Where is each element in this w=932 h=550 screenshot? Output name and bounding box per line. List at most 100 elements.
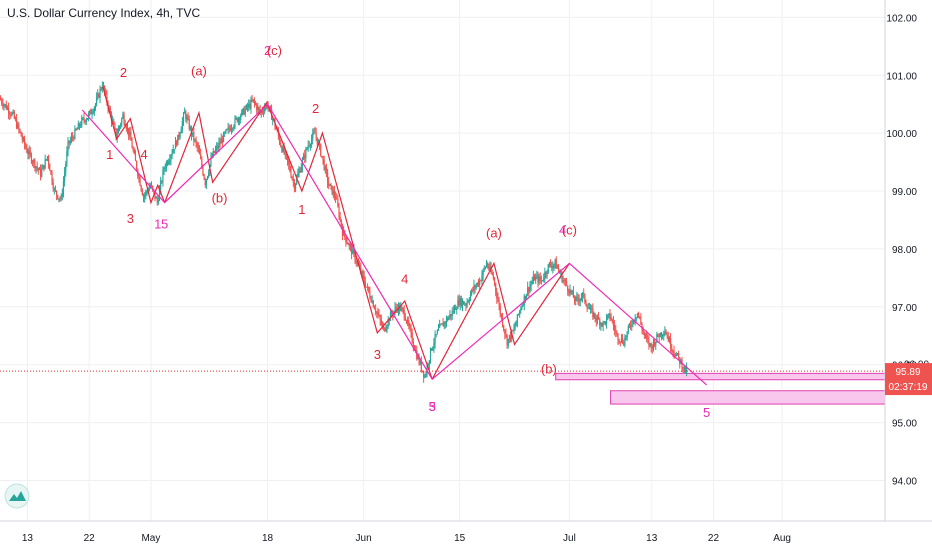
candle-body bbox=[283, 146, 285, 154]
candle-body bbox=[161, 181, 163, 183]
candle-body bbox=[404, 316, 406, 321]
candle-body bbox=[505, 334, 507, 336]
candle-body bbox=[83, 117, 85, 121]
candle-body bbox=[308, 145, 310, 147]
candle-body bbox=[385, 328, 387, 331]
candle-body bbox=[437, 327, 440, 331]
candle-body bbox=[521, 305, 523, 309]
red-wave-line bbox=[431, 261, 570, 380]
tradingview-logo[interactable] bbox=[4, 483, 30, 509]
price-axis[interactable] bbox=[884, 0, 932, 550]
wave-label: (a) bbox=[486, 225, 502, 240]
candle-body bbox=[400, 307, 402, 311]
candle-body bbox=[256, 104, 258, 111]
candle-body bbox=[306, 148, 308, 150]
candle-body bbox=[348, 244, 350, 246]
candle-body bbox=[409, 326, 411, 329]
candle-body bbox=[217, 146, 219, 148]
candle-body bbox=[14, 118, 17, 120]
wave-label: 5 bbox=[703, 405, 710, 420]
candle-body bbox=[278, 136, 281, 144]
candle-body bbox=[496, 291, 498, 299]
candle-body bbox=[88, 113, 90, 119]
candle-body bbox=[334, 196, 337, 199]
candle-body bbox=[465, 304, 467, 306]
wave-label: 3 bbox=[429, 399, 436, 414]
candle-body bbox=[193, 132, 195, 141]
candle-body bbox=[375, 309, 377, 313]
candle-body bbox=[448, 317, 450, 320]
candle-body bbox=[204, 179, 206, 186]
candle-body bbox=[5, 104, 7, 110]
candle-body bbox=[72, 136, 74, 138]
candle-body bbox=[345, 236, 347, 242]
candle-body bbox=[428, 360, 430, 365]
candle-body bbox=[192, 132, 194, 136]
candle-body bbox=[291, 176, 293, 179]
candle-body bbox=[124, 123, 126, 127]
candle-body bbox=[337, 199, 339, 207]
candle-body bbox=[102, 85, 105, 87]
candle-body bbox=[665, 331, 667, 335]
candle-body bbox=[228, 127, 230, 130]
candle-body bbox=[507, 338, 509, 346]
candle-body bbox=[532, 276, 535, 282]
candle-body bbox=[170, 155, 172, 160]
candle-body bbox=[388, 318, 390, 321]
candle-body bbox=[464, 304, 466, 306]
candle-body bbox=[142, 195, 145, 198]
candle-body bbox=[408, 320, 410, 327]
candle-body bbox=[112, 120, 114, 122]
candle-body bbox=[457, 300, 459, 309]
candle-body bbox=[266, 104, 268, 107]
candle-body bbox=[365, 286, 368, 288]
candle-body bbox=[69, 140, 71, 144]
candle-body bbox=[35, 166, 37, 169]
candle-body bbox=[205, 179, 207, 186]
candle-body bbox=[519, 310, 521, 315]
candle-body bbox=[618, 340, 620, 342]
candle-body bbox=[576, 297, 578, 298]
candle-body bbox=[51, 172, 53, 183]
candle-body bbox=[513, 328, 515, 331]
candle-body bbox=[57, 195, 59, 199]
candle-body bbox=[554, 259, 556, 265]
candle-body bbox=[620, 337, 623, 342]
candle-body bbox=[220, 139, 222, 144]
wave-label: (c) bbox=[267, 43, 282, 58]
candle-body bbox=[53, 189, 55, 190]
candle-body bbox=[644, 335, 647, 336]
candle-body bbox=[491, 272, 493, 275]
candle-body bbox=[321, 155, 323, 157]
candle-body bbox=[38, 168, 41, 171]
candle-body bbox=[176, 140, 178, 146]
candle-body bbox=[241, 110, 243, 116]
candle-body bbox=[282, 146, 284, 152]
candle-body bbox=[36, 166, 38, 169]
candle-body bbox=[320, 144, 322, 156]
candle-body bbox=[538, 276, 540, 283]
candle-body bbox=[436, 330, 438, 335]
candle-body bbox=[377, 312, 379, 315]
candle-body bbox=[336, 198, 338, 200]
candle-body bbox=[11, 112, 13, 116]
candle-body bbox=[383, 325, 385, 328]
candle-body bbox=[529, 285, 531, 292]
candle-body bbox=[453, 307, 456, 312]
candle-body bbox=[219, 142, 221, 144]
candle-body bbox=[664, 331, 666, 335]
candle-body bbox=[655, 341, 657, 346]
candle-body bbox=[515, 322, 517, 327]
candle-body bbox=[503, 325, 505, 330]
candle-body bbox=[155, 197, 157, 199]
candle-body bbox=[212, 151, 214, 157]
candle-body bbox=[62, 181, 65, 194]
wave-label: 1 bbox=[106, 147, 113, 162]
candle-body bbox=[493, 278, 496, 284]
candle-body bbox=[314, 132, 316, 134]
candle-body bbox=[118, 126, 121, 129]
candle-body bbox=[116, 133, 118, 139]
